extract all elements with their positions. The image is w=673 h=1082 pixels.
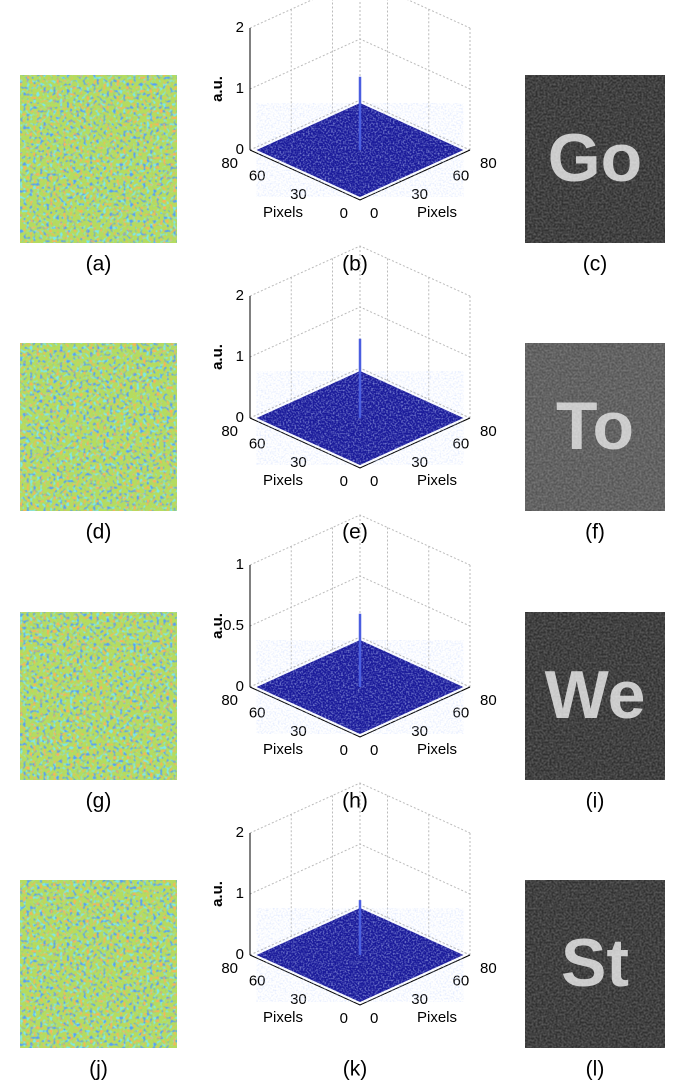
x-tick-label: 30 bbox=[290, 454, 307, 471]
noise-layer bbox=[20, 612, 177, 780]
figure: (a)Go(c)01203060800306080a.u.PixelsPixel… bbox=[0, 0, 673, 1082]
x-tick-label: 60 bbox=[249, 167, 266, 184]
y-tick-label: 0 bbox=[370, 742, 378, 759]
panel-label: (k) bbox=[343, 1058, 368, 1081]
y-tick-label: 80 bbox=[480, 423, 497, 440]
panel-label: (c) bbox=[583, 253, 608, 276]
x-tick-label: 0 bbox=[340, 205, 348, 222]
x-tick-label: 0 bbox=[340, 742, 348, 759]
y-axis-label: Pixels bbox=[417, 741, 457, 758]
y-tick-label: 60 bbox=[453, 972, 470, 989]
y-axis-label: Pixels bbox=[417, 472, 457, 489]
y-tick-label: 0 bbox=[370, 205, 378, 222]
x-tick-label: 80 bbox=[221, 155, 238, 172]
panel-label: (g) bbox=[86, 790, 112, 813]
panel-label: (a) bbox=[86, 253, 112, 276]
panel-label: (i) bbox=[586, 790, 605, 813]
x-tick-label: 80 bbox=[221, 692, 238, 709]
panel-label: (e) bbox=[342, 521, 368, 544]
y-tick-label: 60 bbox=[453, 435, 470, 452]
z-axis-label: a.u. bbox=[209, 76, 226, 102]
y-tick-label: 30 bbox=[411, 186, 428, 203]
noise-layer bbox=[20, 343, 177, 511]
y-tick-label: 60 bbox=[453, 167, 470, 184]
panel-label: (f) bbox=[585, 521, 605, 544]
z-tick-label: 0.5 bbox=[223, 617, 244, 634]
panel-label: (b) bbox=[342, 253, 368, 276]
y-tick-label: 30 bbox=[411, 723, 428, 740]
y-tick-label: 30 bbox=[411, 991, 428, 1008]
z-axis-label: a.u. bbox=[209, 881, 226, 907]
y-tick-label: 80 bbox=[480, 155, 497, 172]
panel-label: (h) bbox=[342, 790, 368, 813]
x-tick-label: 60 bbox=[249, 704, 266, 721]
z-tick-label: 2 bbox=[236, 287, 244, 304]
z-axis-label: a.u. bbox=[209, 613, 226, 639]
z-tick-label: 2 bbox=[236, 19, 244, 36]
z-tick-label: 1 bbox=[236, 348, 244, 365]
y-axis-label: Pixels bbox=[417, 204, 457, 221]
panel-label: (l) bbox=[586, 1058, 605, 1081]
noise-layer bbox=[20, 75, 177, 243]
x-tick-label: 0 bbox=[340, 473, 348, 490]
y-tick-label: 60 bbox=[453, 704, 470, 721]
grain bbox=[525, 75, 665, 243]
panel-label: (j) bbox=[89, 1058, 108, 1081]
y-axis-label: Pixels bbox=[417, 1009, 457, 1026]
z-tick-label: 1 bbox=[236, 80, 244, 97]
y-tick-label: 80 bbox=[480, 960, 497, 977]
x-tick-label: 30 bbox=[290, 991, 307, 1008]
x-tick-label: 30 bbox=[290, 723, 307, 740]
x-axis-label: Pixels bbox=[263, 472, 303, 489]
x-tick-label: 30 bbox=[290, 186, 307, 203]
noise-layer bbox=[20, 880, 177, 1048]
panel-label: (d) bbox=[86, 521, 112, 544]
y-tick-label: 0 bbox=[370, 473, 378, 490]
grain bbox=[525, 612, 665, 780]
z-tick-label: 1 bbox=[236, 556, 244, 573]
y-tick-label: 80 bbox=[480, 692, 497, 709]
z-axis-label: a.u. bbox=[209, 344, 226, 370]
y-tick-label: 30 bbox=[411, 454, 428, 471]
y-tick-label: 0 bbox=[370, 1010, 378, 1027]
grain bbox=[525, 343, 665, 511]
x-axis-label: Pixels bbox=[263, 741, 303, 758]
x-tick-label: 0 bbox=[340, 1010, 348, 1027]
z-tick-label: 1 bbox=[236, 885, 244, 902]
x-axis-label: Pixels bbox=[263, 1009, 303, 1026]
grain bbox=[525, 880, 665, 1048]
x-tick-label: 60 bbox=[249, 972, 266, 989]
z-tick-label: 2 bbox=[236, 824, 244, 841]
x-tick-label: 80 bbox=[221, 423, 238, 440]
x-tick-label: 80 bbox=[221, 960, 238, 977]
x-axis-label: Pixels bbox=[263, 204, 303, 221]
x-tick-label: 60 bbox=[249, 435, 266, 452]
